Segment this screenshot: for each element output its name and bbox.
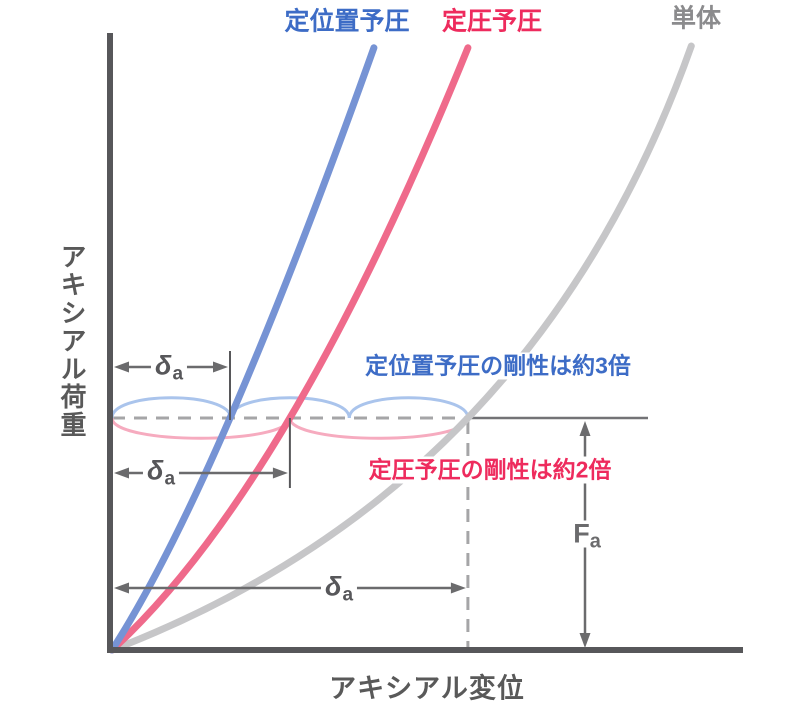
legend-label-constant-pressure-preload: 定圧予圧	[441, 7, 543, 36]
delta-a-label-single-bearing: δa	[320, 571, 358, 605]
note-fixed-position-stiffness: 定位置予圧の剛性は約3倍	[360, 352, 636, 380]
brace-arc-pink-1	[110, 417, 292, 440]
delta-arrow-fixed-position-head-right	[213, 361, 228, 373]
delta-arrow-fixed-position-head-left	[114, 361, 129, 373]
delta-subscript: a	[164, 468, 176, 490]
force-subscript: a	[589, 530, 601, 553]
delta-arrow-constant-pressure-head-right	[272, 467, 288, 479]
curve-fixed-position-preload	[108, 44, 378, 654]
delta-subscript: a	[172, 363, 184, 385]
fa-arrow-head-bottom	[579, 633, 591, 648]
delta-arrow-single-bearing-head-left	[114, 582, 129, 594]
note-constant-pressure-stiffness: 定圧予圧の剛性は約2倍	[363, 456, 617, 484]
delta-symbol: δ	[324, 571, 342, 602]
delta-a-label-fixed-position: δa	[150, 350, 188, 384]
brace-arc-pink-2	[288, 417, 470, 440]
brace-arc-blue-3	[347, 396, 470, 419]
delta-symbol: δ	[154, 350, 172, 381]
y-axis-label: アキシアル荷重	[57, 243, 87, 439]
delta-arrow-constant-pressure-head-left	[114, 467, 129, 479]
delta-subscript: a	[342, 584, 354, 606]
delta-symbol: δ	[146, 455, 164, 486]
brace-arc-blue-1	[110, 396, 233, 419]
fa-arrow-head-top	[579, 421, 591, 436]
curve-constant-pressure-preload	[108, 44, 472, 654]
legend-label-single-bearing: 単体	[670, 4, 722, 33]
x-axis-label: アキシアル変位	[329, 673, 525, 704]
delta-arrow-single-bearing-head-right	[450, 582, 466, 594]
curve-single-bearing	[108, 42, 695, 654]
fa-load-label: Fa	[569, 518, 605, 552]
force-symbol: F	[573, 518, 590, 549]
delta-a-label-constant-pressure: δa	[142, 455, 180, 489]
legend-label-fixed-position-preload: 定位置予圧	[284, 7, 410, 36]
